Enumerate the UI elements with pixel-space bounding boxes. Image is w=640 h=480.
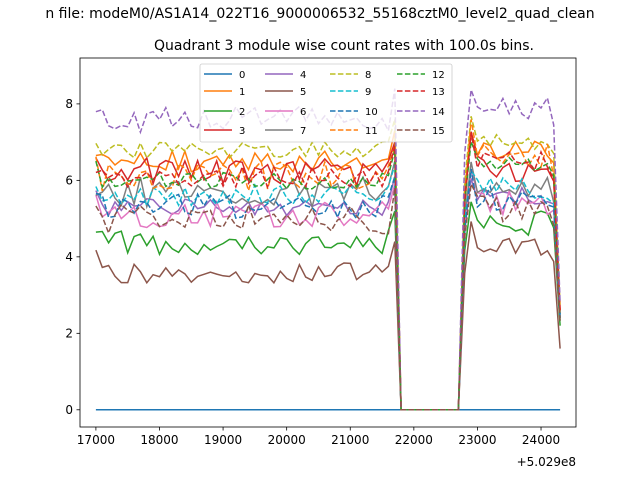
x-tick-label: 21000 — [331, 433, 369, 447]
legend-label-1: 1 — [239, 87, 245, 98]
chart-title: Quadrant 3 module wise count rates with … — [154, 38, 534, 54]
series-line-15 — [95, 181, 561, 411]
y-tick-label: 8 — [65, 97, 73, 111]
x-tick-label: 19000 — [204, 433, 242, 447]
series-line-2 — [95, 201, 561, 411]
series-line-3 — [95, 131, 561, 411]
legend-label-6: 6 — [300, 107, 306, 118]
x-tick-label: 20000 — [268, 433, 306, 447]
series-line-5 — [95, 221, 561, 411]
legend-label-9: 9 — [365, 87, 371, 98]
x-offset-text: +5.029e8 — [517, 455, 576, 469]
legend-label-15: 15 — [432, 126, 445, 137]
legend-label-8: 8 — [365, 70, 371, 81]
legend-label-2: 2 — [239, 107, 245, 118]
figure-suptitle: n file: modeM0/AS1A14_022T16_9000006532_… — [45, 6, 594, 22]
series-line-6 — [95, 169, 561, 411]
series-line-9 — [95, 164, 561, 411]
y-tick-label: 6 — [65, 174, 73, 188]
legend-label-4: 4 — [300, 70, 306, 81]
x-axis: 17000 18000 19000 20000 21000 22000 23000 24000 — [77, 427, 560, 447]
series-line-13 — [95, 132, 561, 411]
legend-label-14: 14 — [432, 107, 445, 118]
series-layer — [95, 88, 561, 411]
y-tick-label: 4 — [65, 250, 73, 264]
axes-frame — [79, 57, 577, 428]
x-tick-label: 24000 — [522, 433, 560, 447]
series-line-10 — [95, 168, 561, 411]
y-axis: 0 2 4 6 8 — [65, 97, 80, 417]
x-tick-label: 23000 — [458, 433, 496, 447]
series-line-12 — [95, 141, 561, 411]
series-line-8 — [95, 116, 561, 411]
legend-label-13: 13 — [432, 87, 445, 98]
x-tick-label: 18000 — [140, 433, 178, 447]
x-tick-label: 22000 — [395, 433, 433, 447]
x-tick-label: 17000 — [77, 433, 115, 447]
legend-label-10: 10 — [365, 107, 378, 118]
legend-frame — [199, 63, 453, 143]
legend-label-3: 3 — [239, 126, 245, 137]
legend-label-12: 12 — [432, 70, 445, 81]
legend-label-7: 7 — [300, 126, 306, 137]
y-tick-label: 2 — [65, 327, 73, 341]
legend-label-0: 0 — [239, 70, 245, 81]
legend-label-5: 5 — [300, 87, 306, 98]
y-tick-label: 0 — [65, 403, 73, 417]
legend-label-11: 11 — [365, 126, 378, 137]
